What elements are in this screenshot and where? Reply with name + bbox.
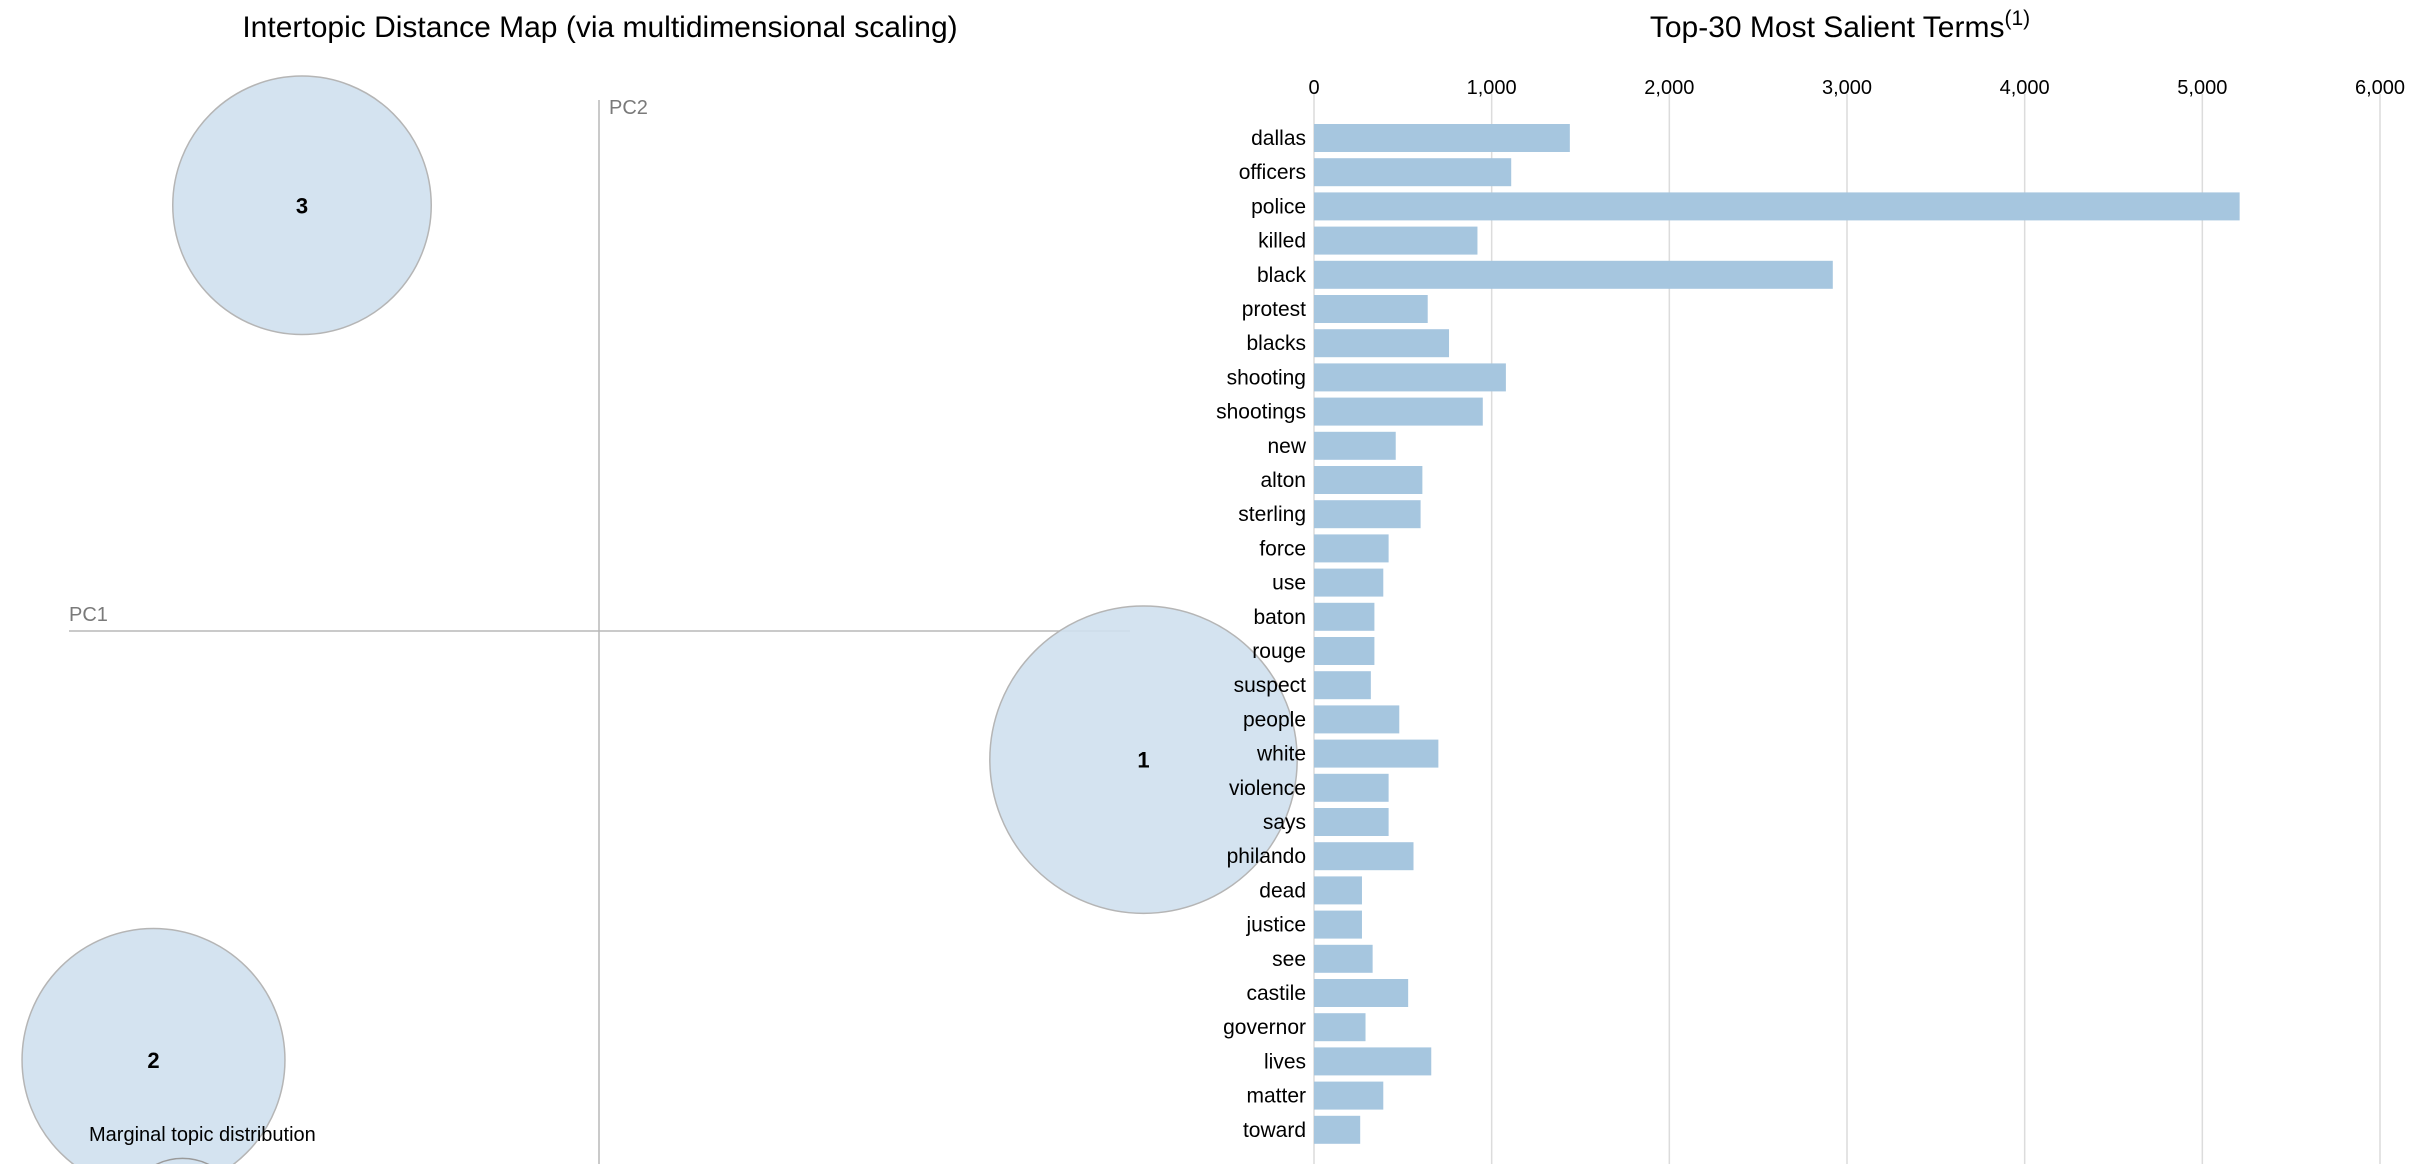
- term-label-shootings[interactable]: shootings: [1216, 401, 1306, 424]
- x-tick-label-2000: 2,000: [1644, 77, 1694, 99]
- term-label-killed[interactable]: killed: [1258, 230, 1306, 253]
- topic-circle-3[interactable]: [172, 75, 432, 336]
- bar-see[interactable]: [1314, 944, 1373, 973]
- term-label-castile[interactable]: castile: [1246, 982, 1306, 1005]
- term-label-shooting[interactable]: shooting: [1227, 366, 1306, 389]
- salient-terms-title-superscript: (1): [2004, 7, 2030, 30]
- topic-circle-1[interactable]: [989, 605, 1298, 915]
- term-label-philando[interactable]: philando: [1227, 845, 1306, 868]
- term-label-rouge[interactable]: rouge: [1252, 640, 1306, 663]
- term-label-sterling[interactable]: sterling: [1238, 503, 1306, 526]
- topic-label-1: 1: [1137, 748, 1149, 773]
- bar-killed[interactable]: [1314, 226, 1478, 255]
- bar-new[interactable]: [1314, 431, 1396, 460]
- topic-circle-2[interactable]: [21, 927, 286, 1164]
- term-label-new[interactable]: new: [1267, 435, 1306, 458]
- term-label-force[interactable]: force: [1259, 537, 1306, 560]
- bar-people[interactable]: [1314, 705, 1400, 734]
- bar-white[interactable]: [1314, 739, 1439, 768]
- bar-violence[interactable]: [1314, 773, 1389, 802]
- bar-black[interactable]: [1314, 260, 1833, 289]
- bar-alton[interactable]: [1314, 466, 1423, 494]
- term-label-use[interactable]: use: [1272, 572, 1306, 595]
- pc1-axis-label: PC1: [69, 604, 108, 626]
- term-label-see[interactable]: see: [1272, 948, 1306, 971]
- term-label-protest[interactable]: protest: [1242, 298, 1306, 321]
- term-label-suspect[interactable]: suspect: [1234, 674, 1307, 697]
- bar-justice[interactable]: [1314, 910, 1362, 939]
- intertopic-map-title: Intertopic Distance Map (via multidimens…: [242, 11, 957, 44]
- topic-label-2: 2: [147, 1048, 159, 1073]
- bar-chart-term-labels: dallas officers police killed black protest bl…: [1216, 127, 1307, 1142]
- bar-baton[interactable]: [1314, 602, 1375, 631]
- bar-shooting[interactable]: [1314, 363, 1506, 392]
- term-label-justice[interactable]: justice: [1245, 914, 1306, 937]
- x-tick-label-6000: 6,000: [2355, 77, 2405, 99]
- x-tick-label-0: 0: [1308, 77, 1319, 99]
- term-label-matter[interactable]: matter: [1246, 1085, 1306, 1108]
- term-label-governor[interactable]: governor: [1223, 1016, 1306, 1039]
- bar-castile[interactable]: [1314, 979, 1409, 1007]
- bar-force[interactable]: [1314, 534, 1389, 563]
- pc2-axis-label: PC2: [609, 97, 648, 119]
- salient-terms-title: Top-30 Most Salient Terms(1): [1650, 7, 2030, 44]
- term-label-lives[interactable]: lives: [1264, 1050, 1306, 1073]
- bar-matter[interactable]: [1314, 1081, 1384, 1110]
- bar-sterling[interactable]: [1314, 500, 1421, 529]
- topic-label-3: 3: [296, 193, 308, 218]
- bar-chart-bars: [1314, 124, 2240, 1144]
- bar-rouge[interactable]: [1314, 637, 1375, 665]
- term-label-dead[interactable]: dead: [1259, 879, 1306, 902]
- term-label-toward[interactable]: toward: [1243, 1119, 1306, 1142]
- bar-use[interactable]: [1314, 568, 1384, 597]
- bar-philando[interactable]: [1314, 842, 1414, 871]
- bar-dallas[interactable]: [1314, 124, 1570, 152]
- term-label-people[interactable]: people: [1243, 708, 1306, 731]
- bar-says[interactable]: [1314, 808, 1389, 836]
- bar-officers[interactable]: [1314, 158, 1512, 187]
- term-label-violence[interactable]: violence: [1229, 777, 1306, 800]
- term-label-alton[interactable]: alton: [1260, 469, 1306, 492]
- term-label-black[interactable]: black: [1257, 264, 1307, 287]
- bar-chart-x-ticks: 0 1,000 2,000 3,000 4,000 5,000 6,000: [1308, 77, 2405, 99]
- marginal-distribution-legend-label: Marginal topic distribution: [89, 1124, 316, 1146]
- bar-blacks[interactable]: [1314, 329, 1450, 358]
- term-label-white[interactable]: white: [1256, 743, 1306, 766]
- bar-suspect[interactable]: [1314, 671, 1371, 700]
- legend-size-circle: [155, 1157, 210, 1164]
- bar-governor[interactable]: [1314, 1013, 1366, 1042]
- term-label-says[interactable]: says: [1263, 811, 1306, 834]
- x-tick-label-4000: 4,000: [2000, 77, 2050, 99]
- term-label-police[interactable]: police: [1251, 195, 1306, 218]
- salient-terms-title-text: Top-30 Most Salient Terms: [1650, 11, 2005, 44]
- bar-dead[interactable]: [1314, 876, 1362, 905]
- term-label-blacks[interactable]: blacks: [1246, 332, 1306, 355]
- topic-circles: 1 2 3: [21, 75, 1298, 1164]
- bar-toward[interactable]: [1314, 1115, 1361, 1144]
- bar-police[interactable]: [1314, 192, 2240, 221]
- x-tick-label-1000: 1,000: [1467, 77, 1517, 99]
- bar-lives[interactable]: [1314, 1047, 1432, 1076]
- bar-protest[interactable]: [1314, 295, 1428, 323]
- term-label-dallas[interactable]: dallas: [1251, 127, 1306, 150]
- x-tick-label-5000: 5,000: [2177, 77, 2227, 99]
- x-tick-label-3000: 3,000: [1822, 77, 1872, 99]
- term-label-baton[interactable]: baton: [1253, 606, 1306, 629]
- bar-shootings[interactable]: [1314, 397, 1483, 426]
- term-label-officers[interactable]: officers: [1239, 161, 1306, 184]
